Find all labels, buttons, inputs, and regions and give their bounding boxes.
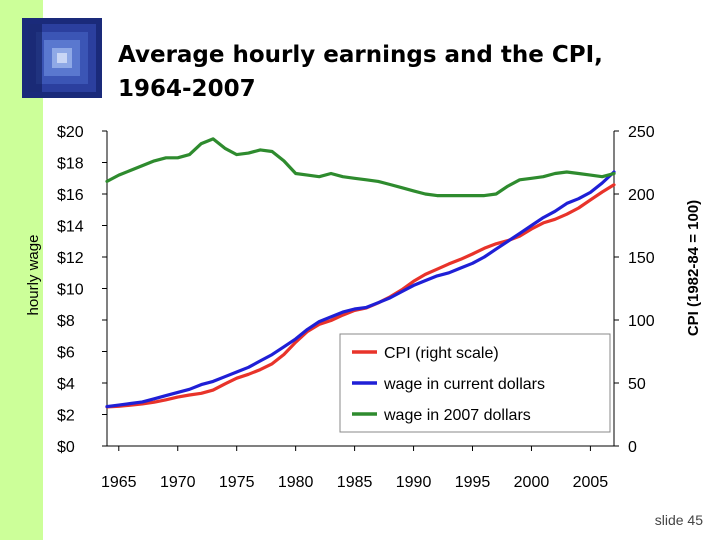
x-tick-label: 1970	[160, 474, 196, 491]
title-line-1: Average hourly earnings and the CPI,	[118, 42, 603, 68]
x-tick-label: 1985	[337, 474, 373, 491]
y2-axis-title: CPI (1982-84 = 100)	[685, 200, 702, 336]
y-tick-label: $2	[57, 408, 75, 425]
y2-tick-label: 200	[628, 187, 655, 204]
series-line	[105, 170, 616, 409]
legend-label: CPI (right scale)	[384, 345, 499, 362]
legend-label: wage in current dollars	[383, 376, 545, 393]
chart-axes: $0 $2 $4 $6 $8 $10 $12 $14 $16 $18 $20 0 50 100 150 200…	[25, 124, 702, 491]
y2-tick-label: 50	[628, 376, 646, 393]
slide-title: Average hourly earnings and the CPI, 196…	[118, 38, 678, 106]
y2-tick-label: 150	[628, 250, 655, 267]
y-tick-label: $16	[57, 187, 84, 204]
chart-series	[105, 137, 616, 409]
x-tick-label: 2000	[514, 474, 550, 491]
y-tick-label: $0	[57, 439, 75, 456]
y2-tick-label: 100	[628, 313, 655, 330]
y-axis-title: hourly wage	[25, 235, 42, 316]
y-tick-label: $6	[57, 345, 75, 362]
y-tick-label: $10	[57, 282, 84, 299]
y2-tick-label: 0	[628, 439, 637, 456]
x-tick-label: 1980	[278, 474, 314, 491]
x-tick-label: 1990	[396, 474, 432, 491]
chart-legend: CPI (right scale) wage in current dollars…	[339, 333, 611, 433]
y2-tick-label: 250	[628, 124, 655, 141]
x-tick-label: 1965	[101, 474, 137, 491]
legend-label: wage in 2007 dollars	[383, 407, 531, 424]
x-tick-label: 2005	[573, 474, 609, 491]
x-tick-label: 1975	[219, 474, 255, 491]
y-tick-label: $12	[57, 250, 84, 267]
blue-square-tunnel-logo-icon	[22, 18, 102, 98]
y-tick-label: $8	[57, 313, 75, 330]
title-line-2: 1964-2007	[118, 76, 256, 102]
legend-box	[339, 333, 611, 433]
y-tick-label: $20	[57, 124, 84, 141]
slide-number: slide 45	[654, 512, 703, 528]
y-tick-label: $4	[57, 376, 75, 393]
x-tick-label: 1995	[455, 474, 491, 491]
series-line	[105, 137, 616, 198]
y-tick-label: $14	[57, 219, 84, 236]
y-tick-label: $18	[57, 156, 84, 173]
